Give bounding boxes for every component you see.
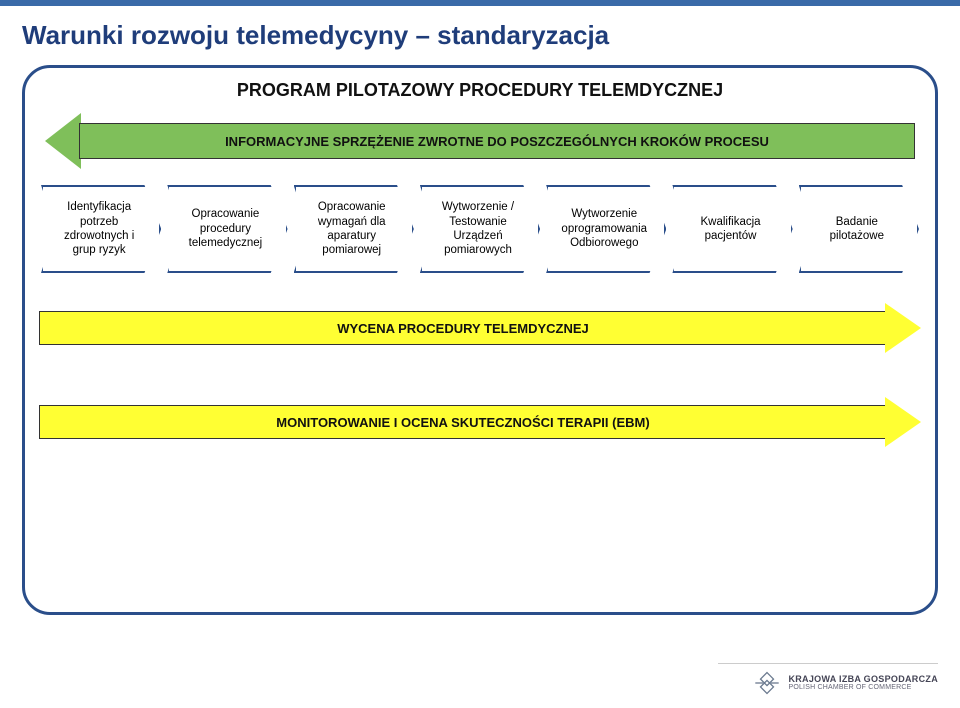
process-step-label: Opracowanie procedury telemedycznej — [179, 207, 271, 250]
process-step: Identyfikacja potrzeb zdrowotnych i grup… — [41, 185, 161, 273]
output-arrow-monitoring: MONITOROWANIE I OCENA SKUTECZNOŚCI TERAP… — [39, 397, 921, 447]
process-step-label: Wytworzenie / Testowanie Urządzeń pomiar… — [432, 200, 524, 258]
footer-org-name-en: POLISH CHAMBER OF COMMERCE — [788, 684, 938, 691]
footer: KRAJOWA IZBA GOSPODARCZA POLISH CHAMBER … — [754, 670, 938, 696]
process-step: Opracowanie wymagań dla aparatury pomiar… — [294, 185, 414, 273]
diagram-frame: PROGRAM PILOTAZOWY PROCEDURY TELEMDYCZNE… — [22, 65, 938, 615]
output-arrow-pricing: WYCENA PROCEDURY TELEMDYCZNEJ — [39, 303, 921, 353]
output-arrow-label: MONITOROWANIE I OCENA SKUTECZNOŚCI TERAP… — [276, 415, 649, 430]
process-step-label: Badanie pilotażowe — [811, 215, 903, 244]
process-step-label: Identyfikacja potrzeb zdrowotnych i grup… — [53, 200, 145, 258]
page-title: Warunki rozwoju telemedycyny – standaryz… — [0, 6, 960, 51]
footer-rule — [718, 663, 938, 664]
process-step: Opracowanie procedury telemedycznej — [167, 185, 287, 273]
diagram-subtitle: PROGRAM PILOTAZOWY PROCEDURY TELEMDYCZNE… — [39, 80, 921, 101]
footer-org-name: KRAJOWA IZBA GOSPODARCZA — [788, 675, 938, 684]
output-arrow-label: WYCENA PROCEDURY TELEMDYCZNEJ — [337, 321, 589, 336]
process-step: Wytworzenie / Testowanie Urządzeń pomiar… — [420, 185, 540, 273]
feedback-arrow-label: INFORMACYJNE SPRZĘŻENIE ZWROTNE DO POSZC… — [225, 134, 769, 149]
org-logo-icon — [754, 670, 780, 696]
process-step-label: Kwalifikacja pacjentów — [684, 215, 776, 244]
feedback-arrow-head — [45, 113, 81, 169]
process-steps-row: Identyfikacja potrzeb zdrowotnych i grup… — [39, 185, 921, 273]
process-step-label: Wytworzenie oprogramowania Odbiorowego — [558, 207, 650, 250]
output-arrow-body: MONITOROWANIE I OCENA SKUTECZNOŚCI TERAP… — [39, 405, 887, 439]
output-arrow-head — [885, 303, 921, 353]
output-arrow-head — [885, 397, 921, 447]
feedback-arrow-body: INFORMACYJNE SPRZĘŻENIE ZWROTNE DO POSZC… — [79, 123, 915, 159]
process-step: Kwalifikacja pacjentów — [672, 185, 792, 273]
process-step: Badanie pilotażowe — [799, 185, 919, 273]
footer-text: KRAJOWA IZBA GOSPODARCZA POLISH CHAMBER … — [788, 675, 938, 691]
output-arrow-body: WYCENA PROCEDURY TELEMDYCZNEJ — [39, 311, 887, 345]
feedback-arrow: INFORMACYJNE SPRZĘŻENIE ZWROTNE DO POSZC… — [45, 113, 915, 169]
process-step: Wytworzenie oprogramowania Odbiorowego — [546, 185, 666, 273]
process-step-label: Opracowanie wymagań dla aparatury pomiar… — [306, 200, 398, 258]
